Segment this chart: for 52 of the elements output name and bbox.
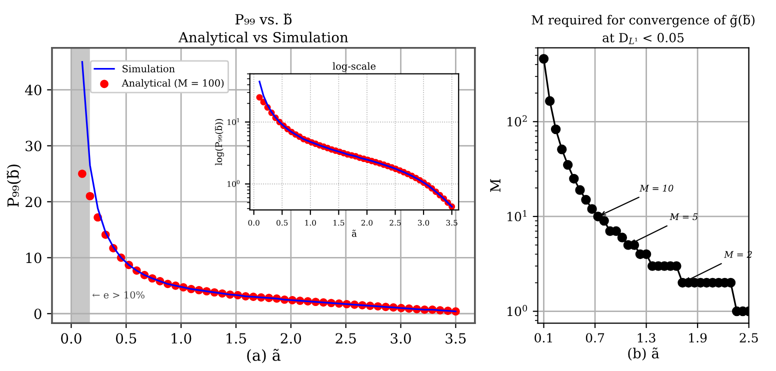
x-tick-label: 2.5 (336, 333, 356, 344)
y-tick-label: 10$^{2}$ (508, 115, 527, 126)
y-tick-label: 40 (25, 84, 42, 96)
legend-label: Simulation (122, 64, 175, 72)
point (569, 174, 579, 184)
point (617, 232, 628, 242)
x-tick-label: 2.5 (740, 333, 758, 343)
x-tick-label: 1.3 (638, 333, 656, 343)
band-label: ← e > 10% (92, 291, 144, 299)
y-tick-label: 30 (26, 140, 42, 152)
y-axis-title: M (490, 179, 500, 192)
x-axis-title: (a) ã (247, 348, 281, 364)
x-tick-label: 3.5 (446, 333, 466, 344)
x-axis-title: (b) ã (628, 348, 660, 360)
point (581, 194, 591, 205)
point (550, 124, 561, 134)
annotation: M = 5 (670, 213, 698, 220)
y-tick-label: 10 (26, 252, 42, 264)
x-tick-label: 0.0 (61, 333, 82, 344)
chart-subtitle: Analytical vs Simulation (178, 32, 348, 46)
y-tick-label: 20 (26, 196, 42, 208)
y-tick-label: 0 (34, 308, 42, 320)
legend-label: Analytical (M = 100) (122, 79, 224, 89)
point (544, 96, 555, 106)
x-tick-label: 0.1 (534, 333, 552, 343)
point (538, 54, 549, 64)
point (575, 185, 585, 195)
x-tick-label: 0.5 (116, 333, 136, 344)
chart-title: M required for convergence of g̃(b̃) (532, 14, 754, 28)
y-tick-label: 10$^{0}$ (508, 304, 528, 316)
y-tick-label: 10$^{1}$ (508, 210, 526, 222)
x-tick-label: 1.0 (172, 333, 192, 344)
annotation: M = 10 (640, 184, 674, 192)
chart-subtitle: at D$_{L¹}$ < 0.05 (602, 32, 684, 44)
x-tick-label: 3.0 (390, 333, 411, 344)
point (562, 160, 573, 170)
x-tick-label: 0.7 (586, 333, 604, 343)
point (78, 170, 86, 178)
chart-title: log-scale (332, 62, 376, 72)
point (672, 261, 682, 271)
x-tick-label: 2.0 (280, 333, 302, 344)
point (86, 192, 94, 200)
y-axis-title: log(P₉₉(b̃)) (214, 118, 224, 166)
point (587, 204, 597, 214)
x-tick-label: 1.5 (226, 333, 246, 344)
y-axis-title: P₉₉(b̃) (6, 164, 22, 207)
chart-title: P₉₉ vs. b̃ (235, 14, 292, 25)
point (557, 144, 567, 154)
point (256, 94, 263, 101)
x-tick-label: 1.9 (689, 333, 707, 343)
x-axis-title: ã (352, 230, 357, 237)
point (599, 216, 609, 226)
